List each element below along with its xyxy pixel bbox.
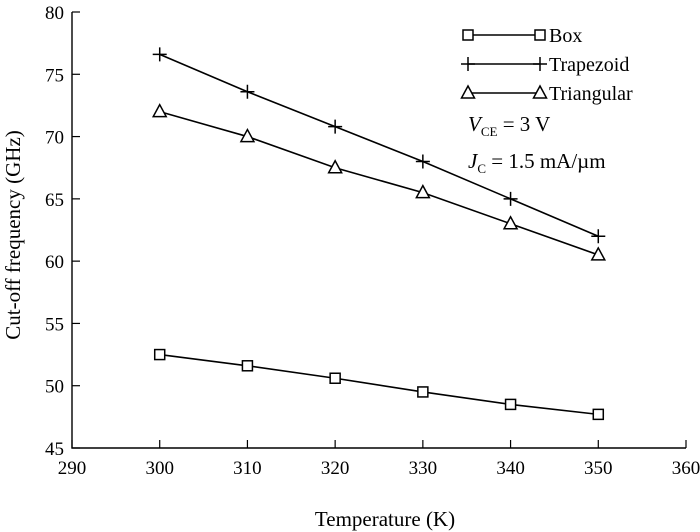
data-point-triangular — [151, 103, 168, 118]
legend-marker-trapezoid — [461, 57, 475, 71]
plot-axes — [71, 12, 686, 449]
y-tick-label: 70 — [45, 128, 64, 149]
legend-marker-trapezoid — [533, 57, 547, 71]
y-tick-label: 80 — [45, 3, 64, 24]
data-point-box — [153, 348, 166, 361]
y-tick-label: 55 — [45, 314, 64, 335]
data-point-box — [592, 408, 605, 421]
series-line-box — [159, 353, 599, 416]
y-tick-label: 75 — [45, 65, 64, 86]
legend-marker-box — [462, 29, 474, 41]
data-point-trapezoid — [503, 191, 518, 206]
data-point-trapezoid — [591, 229, 606, 244]
data-point-triangular — [327, 159, 343, 174]
x-tick-label: 350 — [584, 458, 613, 479]
x-tick-label: 310 — [233, 458, 262, 479]
x-tick-label: 290 — [58, 458, 87, 479]
annotation-vce: VCE = 3 V — [468, 112, 550, 139]
x-tick-label: 330 — [409, 458, 438, 479]
x-tick-label: 300 — [145, 458, 174, 479]
data-point-trapezoid — [415, 154, 430, 169]
annotation-jc: JC = 1.5 mA/µm — [468, 149, 606, 176]
legend: Box Trapezoid Triangular — [460, 25, 633, 105]
data-point-triangular — [415, 184, 431, 199]
legend-marker-box — [534, 29, 546, 41]
data-point-trapezoid — [152, 47, 167, 62]
x-tick-label: 340 — [496, 458, 525, 479]
data-point-trapezoid — [328, 119, 343, 134]
series-line-triangular — [159, 110, 599, 256]
data-point-box — [417, 386, 429, 398]
legend-label-trapezoid: Trapezoid — [549, 54, 629, 76]
condition-annotations: VCE = 3 V JC = 1.5 mA/µm — [468, 112, 606, 176]
data-point-triangular — [502, 215, 519, 230]
y-tick-label: 45 — [45, 439, 64, 460]
y-tick-label: 65 — [45, 190, 64, 211]
data-point-triangular — [239, 127, 256, 143]
data-point-box — [241, 360, 254, 372]
legend-marker-triangular — [532, 84, 548, 99]
legend-label-triangular: Triangular — [549, 83, 633, 105]
data-point-box — [504, 398, 517, 411]
data-point-triangular — [590, 246, 607, 261]
y-axis-title: Cut-off frequency (GHz) — [1, 130, 25, 340]
x-tick-label: 320 — [321, 458, 350, 479]
axis-ticks: 290 300 310 320 330 340 350 360 45 50 55 60 65 70 75 80 — [45, 3, 700, 479]
legend-marker-triangular — [460, 84, 476, 99]
y-tick-label: 60 — [45, 252, 64, 273]
axis-frame — [71, 12, 686, 449]
x-axis-title: Temperature (K) — [315, 507, 455, 531]
legend-label-box: Box — [549, 25, 582, 47]
x-tick-label: 360 — [672, 458, 700, 479]
data-point-trapezoid — [240, 84, 255, 99]
series-line-trapezoid — [159, 53, 599, 237]
data-point-box — [329, 372, 341, 384]
data-series — [151, 47, 607, 421]
y-tick-label: 50 — [45, 377, 64, 398]
